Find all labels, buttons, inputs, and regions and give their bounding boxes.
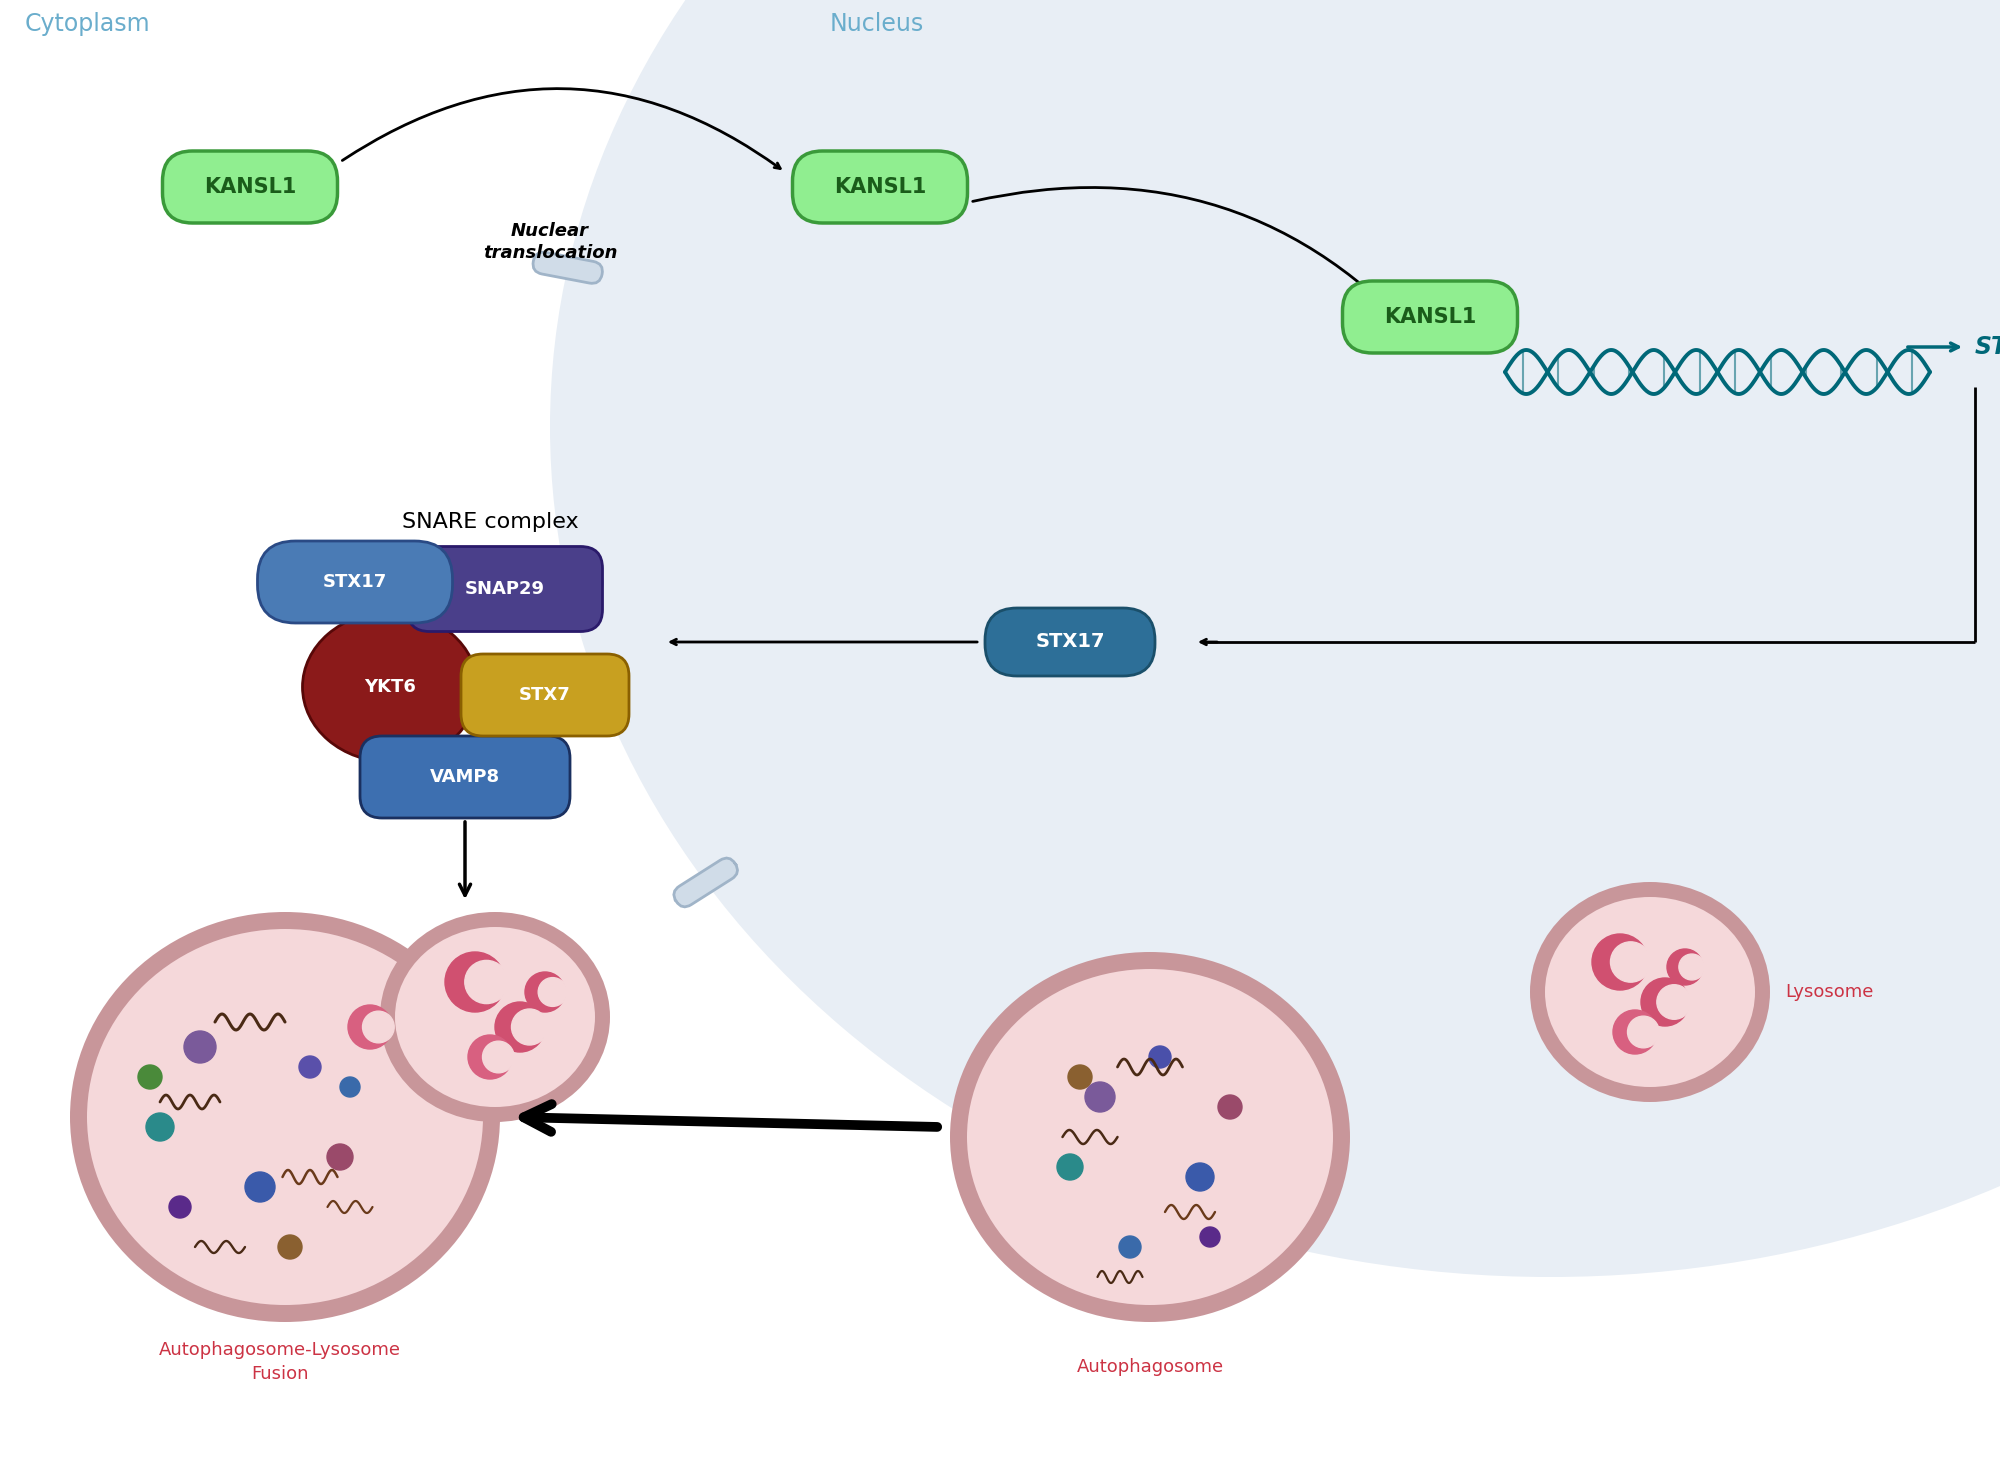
Ellipse shape [70, 911, 500, 1322]
Circle shape [1678, 954, 1704, 979]
Circle shape [1084, 1083, 1116, 1112]
Ellipse shape [396, 928, 596, 1106]
Circle shape [464, 960, 508, 1003]
FancyBboxPatch shape [462, 654, 628, 736]
Circle shape [1614, 1010, 1658, 1055]
Text: KANSL1: KANSL1 [204, 177, 296, 196]
Text: Autophagosome: Autophagosome [1076, 1357, 1224, 1377]
Ellipse shape [550, 0, 2000, 1278]
Text: STX7: STX7 [520, 685, 570, 705]
FancyBboxPatch shape [258, 541, 452, 623]
Circle shape [328, 1145, 352, 1170]
FancyBboxPatch shape [792, 151, 968, 223]
Text: KANSL1: KANSL1 [834, 177, 926, 196]
Circle shape [482, 1041, 514, 1072]
Circle shape [1200, 1227, 1220, 1247]
Circle shape [300, 1056, 320, 1078]
Circle shape [1186, 1162, 1214, 1190]
Ellipse shape [968, 969, 1332, 1306]
Circle shape [244, 1173, 276, 1202]
FancyBboxPatch shape [162, 151, 338, 223]
FancyBboxPatch shape [534, 570, 602, 603]
Circle shape [1610, 942, 1650, 982]
FancyBboxPatch shape [674, 858, 738, 907]
Circle shape [168, 1196, 192, 1219]
Circle shape [444, 953, 504, 1012]
Text: Autophagosome-Lysosome
Fusion: Autophagosome-Lysosome Fusion [160, 1341, 400, 1382]
Circle shape [362, 1012, 394, 1043]
Text: STX17: STX17 [1976, 335, 2000, 359]
Text: Cytoplasm: Cytoplasm [24, 12, 150, 35]
Text: KANSL1: KANSL1 [1384, 307, 1476, 326]
Circle shape [146, 1114, 174, 1142]
Text: YKT6: YKT6 [364, 678, 416, 696]
Circle shape [512, 1009, 548, 1046]
FancyBboxPatch shape [360, 736, 570, 818]
Ellipse shape [88, 929, 484, 1306]
Circle shape [1148, 1046, 1172, 1068]
Circle shape [1068, 1065, 1092, 1089]
Ellipse shape [950, 953, 1350, 1322]
Text: Nuclear
translocation: Nuclear translocation [482, 222, 618, 263]
Ellipse shape [1530, 882, 1770, 1102]
Circle shape [1628, 1016, 1660, 1047]
Text: Nucleus: Nucleus [830, 12, 924, 35]
Circle shape [468, 1035, 512, 1080]
FancyBboxPatch shape [1342, 281, 1518, 353]
Circle shape [1656, 985, 1692, 1019]
Text: STX17: STX17 [1036, 632, 1104, 651]
FancyBboxPatch shape [408, 546, 602, 632]
Circle shape [1592, 933, 1648, 990]
Circle shape [1056, 1154, 1084, 1180]
Circle shape [348, 1004, 392, 1049]
Circle shape [496, 1001, 544, 1052]
Text: VAMP8: VAMP8 [430, 768, 500, 786]
Circle shape [1668, 950, 1704, 985]
Circle shape [1120, 1236, 1140, 1258]
FancyBboxPatch shape [984, 609, 1156, 676]
Text: STX17: STX17 [322, 573, 388, 591]
Ellipse shape [1544, 897, 1756, 1087]
Text: Lysosome: Lysosome [1786, 984, 1874, 1001]
Circle shape [340, 1077, 360, 1097]
Text: SNARE complex: SNARE complex [402, 513, 578, 532]
Circle shape [538, 978, 568, 1006]
FancyBboxPatch shape [534, 253, 602, 284]
Circle shape [138, 1065, 162, 1089]
Circle shape [1640, 978, 1688, 1027]
Text: SNAP29: SNAP29 [464, 580, 544, 598]
Circle shape [278, 1235, 302, 1258]
Circle shape [184, 1031, 216, 1063]
Circle shape [1218, 1094, 1242, 1120]
Circle shape [524, 972, 566, 1012]
Ellipse shape [302, 611, 478, 762]
Ellipse shape [380, 911, 610, 1123]
